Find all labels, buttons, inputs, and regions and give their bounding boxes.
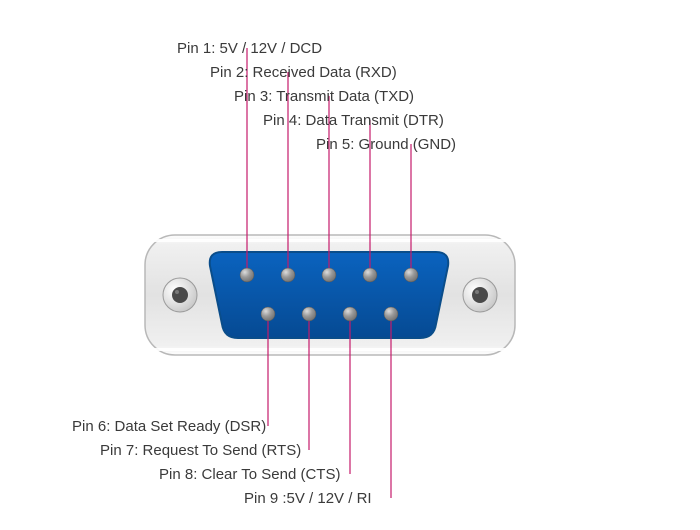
screw-right-inner: [472, 287, 488, 303]
d-sub-insert: [210, 252, 449, 338]
pin8-label: Pin 8: Clear To Send (CTS): [159, 466, 340, 483]
db9-pinout-diagram: Pin 1: 5V / 12V / DCD Pin 2: Received Da…: [0, 0, 700, 530]
pin6-label: Pin 6: Data Set Ready (DSR): [72, 418, 266, 435]
pin2-label: Pin 2: Received Data (RXD): [210, 64, 397, 81]
pin7-label: Pin 7: Request To Send (RTS): [100, 442, 301, 459]
pin5-label: Pin 5: Ground (GND): [316, 136, 456, 153]
pin3-label: Pin 3: Transmit Data (TXD): [234, 88, 414, 105]
pin9-label: Pin 9 :5V / 12V / RI: [244, 490, 372, 507]
screw-left-inner: [172, 287, 188, 303]
pin4-label: Pin 4: Data Transmit (DTR): [263, 112, 444, 129]
pin1-label: Pin 1: 5V / 12V / DCD: [177, 40, 322, 57]
